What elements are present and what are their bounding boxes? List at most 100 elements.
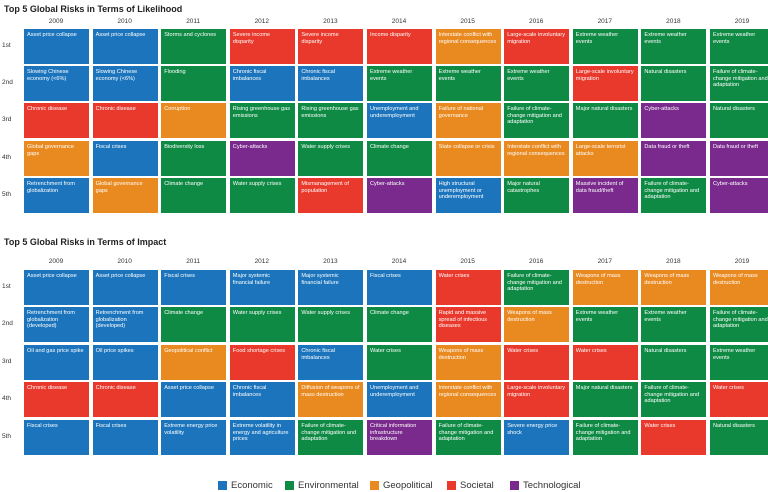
- risk-cell: Data fraud or theft: [641, 141, 707, 176]
- risk-cell: Interstate conflict with regional conseq…: [504, 141, 570, 176]
- legend-label: Technological: [523, 479, 581, 491]
- risk-cell: Chronic fiscal imbalances: [229, 382, 295, 417]
- rank-label: 1st: [2, 42, 11, 49]
- legend-item: Geopolitical: [370, 479, 433, 491]
- rank-label: 2nd: [2, 320, 13, 327]
- risk-cell: Interstate conflict with regional conseq…: [435, 29, 501, 64]
- risk-cell: Retrenchment from globalization (develop…: [92, 307, 158, 342]
- risk-cell: Failure of climate-change mitigation and…: [504, 103, 570, 138]
- risk-cell: Extreme weather events: [710, 29, 768, 64]
- rank-label: 3rd: [2, 358, 12, 365]
- risk-cell: Water supply crises: [298, 141, 364, 176]
- risk-cell: Failure of climate-change mitigation and…: [710, 307, 768, 342]
- risk-cell: Rising greenhouse gas emissions: [229, 103, 295, 138]
- rank-label: 1st: [2, 283, 11, 290]
- legend-item: Societal: [447, 479, 494, 491]
- risk-cell: Global governance gaps: [24, 141, 89, 176]
- risk-cell: Chronic disease: [24, 382, 89, 417]
- legend-swatch: [285, 480, 294, 490]
- risk-cell: Weapons of mass destruction: [435, 345, 501, 380]
- risk-cell: Large-scale terrorist attacks: [572, 141, 638, 176]
- rank-label: 4th: [2, 154, 12, 161]
- risk-cell: Natural disasters: [641, 345, 707, 380]
- year-label: 2015: [460, 18, 475, 25]
- risk-cell: Water crises: [710, 382, 768, 417]
- legend-swatch: [370, 480, 379, 490]
- risk-cell: Rising greenhouse gas emissions: [298, 103, 364, 138]
- table-title: Top 5 Global Risks in Terms of Impact: [4, 237, 167, 247]
- risk-cell: Water crises: [367, 345, 432, 380]
- risk-cell: Extreme weather events: [641, 29, 707, 64]
- risk-cell: Major natural catastrophes: [504, 178, 570, 213]
- risk-cell: Chronic fiscal imbalances: [298, 345, 364, 380]
- year-label: 2009: [48, 258, 64, 265]
- year-label: 2011: [186, 18, 201, 25]
- risk-cell: Extreme weather events: [435, 66, 501, 101]
- risk-cell: Failure of national governance: [435, 103, 501, 138]
- risk-cell: Cyber-attacks: [229, 141, 295, 176]
- risk-cell: Asset price collapse: [92, 29, 158, 64]
- year-label: 2011: [186, 258, 201, 265]
- year-label: 2013: [323, 258, 338, 265]
- risk-cell: Data fraud or theft: [710, 141, 768, 176]
- risk-cell: Critical information infrastructure brea…: [367, 420, 432, 455]
- risk-cell: Global governance gaps: [92, 178, 158, 213]
- legend-item: Technological: [510, 479, 581, 491]
- legend-item: Environmental: [285, 479, 359, 491]
- risk-cell: Severe energy price shock: [504, 420, 570, 455]
- risk-cell: Rapid and massive spread of infectious d…: [435, 307, 501, 342]
- risk-cell: Unemployment and underemployment: [367, 103, 432, 138]
- year-label: 2015: [460, 258, 475, 265]
- risk-cell: Asset price collapse: [92, 270, 158, 305]
- risk-cell: Slowing Chinese economy (<6%): [24, 66, 89, 101]
- risk-cell: Asset price collapse: [24, 270, 89, 305]
- risk-cell: Unemployment and underemployment: [367, 382, 432, 417]
- risk-cell: Chronic disease: [92, 382, 158, 417]
- risk-cell: Severe income disparity: [229, 29, 295, 64]
- risk-cell: Climate change: [367, 141, 432, 176]
- risk-cell: Natural disasters: [641, 66, 707, 101]
- rank-label: 3rd: [2, 116, 12, 123]
- table-title: Top 5 Global Risks in Terms of Likelihoo…: [4, 4, 183, 14]
- risk-cell: Extreme volatility in energy and agricul…: [229, 420, 295, 455]
- risk-cell: Chronic disease: [24, 103, 89, 138]
- year-label: 2018: [666, 18, 681, 25]
- risk-cell: Failure of climate-change mitigation and…: [641, 382, 707, 417]
- legend-label: Societal: [460, 479, 494, 491]
- legend-label: Economic: [231, 479, 273, 491]
- risk-cell: Chronic disease: [92, 103, 158, 138]
- rank-label: 5th: [2, 433, 12, 440]
- risk-cell: Water supply crises: [229, 178, 295, 213]
- risk-cell: Fiscal crises: [367, 270, 432, 305]
- risk-cell: Failure of climate-change mitigation and…: [641, 178, 707, 213]
- year-label: 2017: [597, 18, 613, 25]
- risk-cell: Severe income disparity: [298, 29, 364, 64]
- year-label: 2010: [117, 258, 132, 265]
- risk-cell: Retrenchment from globalization: [24, 178, 89, 213]
- risk-cell: Mismanagement of population: [298, 178, 364, 213]
- risk-cell: Major natural disasters: [572, 382, 638, 417]
- risk-cell: Massive incident of data fraud/theft: [572, 178, 638, 213]
- year-label: 2012: [254, 18, 270, 25]
- year-label: 2016: [528, 18, 544, 25]
- risk-cell: Oil and gas price spike: [24, 345, 89, 380]
- risk-cell: Failure of climate-change mitigation and…: [298, 420, 364, 455]
- risk-cell: Natural disasters: [710, 420, 768, 455]
- risk-cell: Weapons of mass destruction: [504, 307, 570, 342]
- risk-cell: Climate change: [161, 307, 227, 342]
- risk-cell: Failure of climate-change mitigation and…: [504, 270, 570, 305]
- risk-cell: Geopolitical conflict: [161, 345, 227, 380]
- rank-label: 4th: [2, 395, 12, 402]
- risk-cell: Fiscal crises: [92, 420, 158, 455]
- risk-cell: Asset price collapse: [24, 29, 89, 64]
- risk-cell: Extreme weather events: [572, 307, 638, 342]
- risk-cell: Fiscal crises: [161, 270, 227, 305]
- risk-cell: Extreme weather events: [367, 66, 432, 101]
- risk-cell: Weapons of mass destruction: [572, 270, 638, 305]
- year-label: 2016: [528, 258, 544, 265]
- year-label: 2018: [666, 258, 681, 265]
- risk-cell: Failure of climate-change mitigation and…: [710, 66, 768, 101]
- year-label: 2014: [391, 258, 407, 265]
- risk-cell: State collapse or crisis: [435, 141, 501, 176]
- legend-item: Economic: [218, 479, 273, 491]
